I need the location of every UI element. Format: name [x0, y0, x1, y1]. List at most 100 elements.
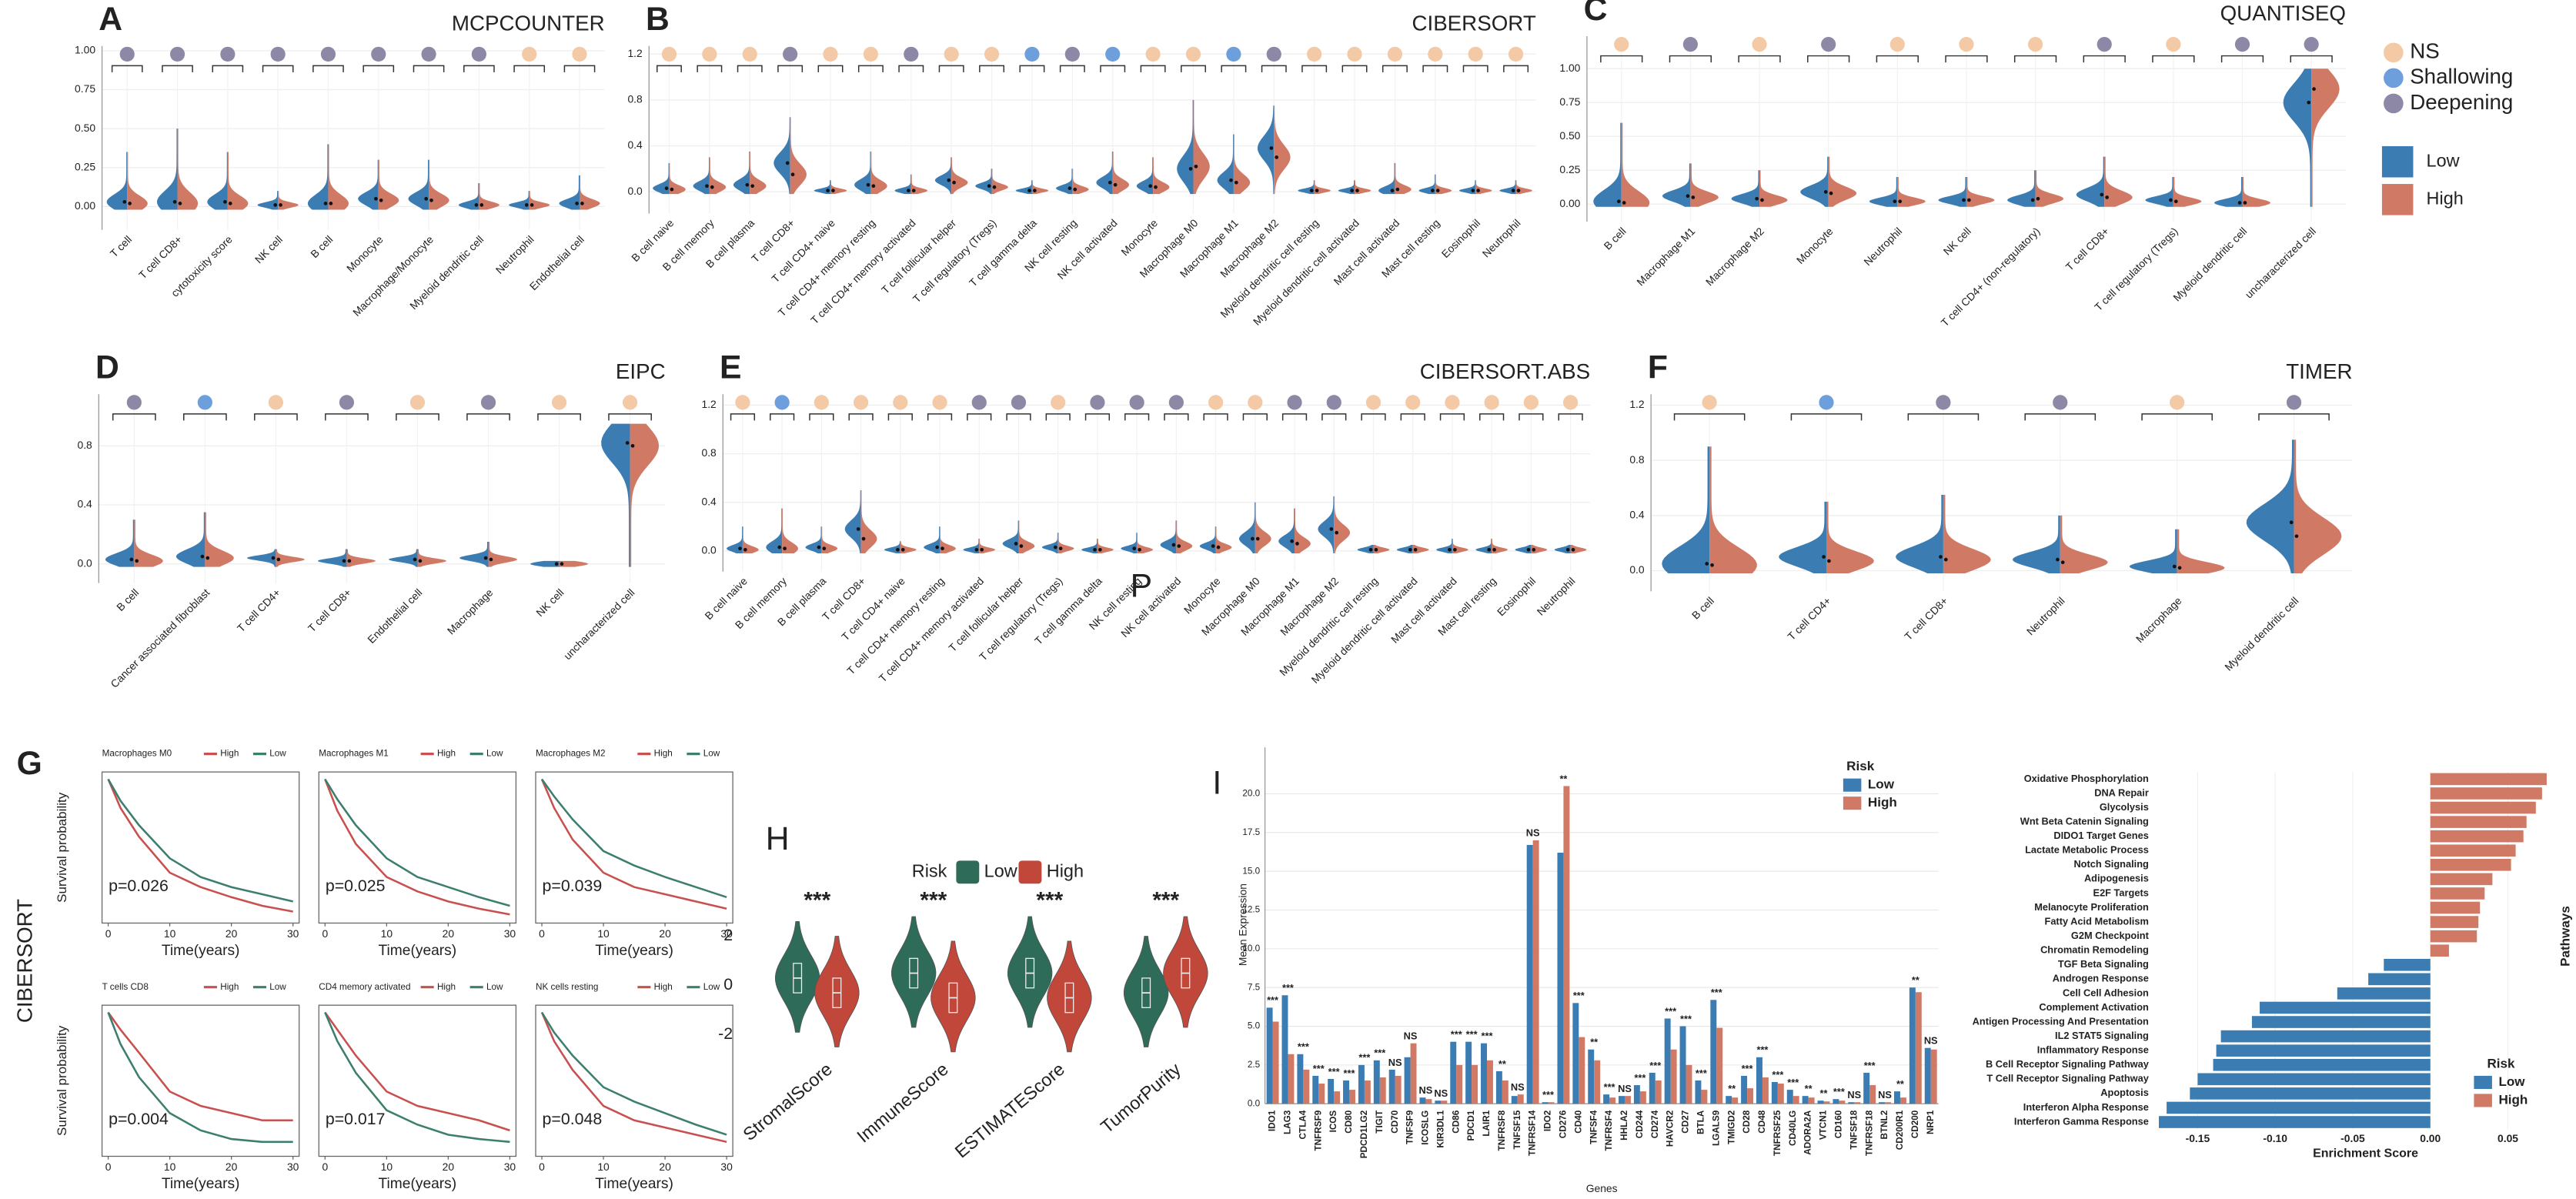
bar: [1379, 1077, 1386, 1104]
x-tick-label: 20: [226, 1161, 238, 1173]
plot-area: [535, 1004, 733, 1157]
x-tick-label: NK cell: [252, 233, 285, 266]
violin-half: [529, 191, 550, 210]
x-tick-label: Monocyte: [1118, 216, 1160, 258]
x-tick-label: CD40: [1573, 1110, 1583, 1133]
violin-half: [307, 144, 329, 210]
median-dot: [1315, 189, 1319, 192]
median-dot: [1374, 547, 1378, 552]
violin-half: [1709, 446, 1757, 574]
x-tick-label: CD70: [1390, 1110, 1400, 1133]
median-dot: [1368, 547, 1373, 552]
median-dot: [941, 546, 944, 551]
bar: [1266, 1007, 1273, 1104]
bar: [1679, 1026, 1686, 1104]
violin-half: [459, 541, 489, 567]
bracket: [111, 65, 143, 72]
status-dot: [1051, 395, 1066, 410]
bar: [1777, 1084, 1784, 1104]
violin-half: [790, 117, 807, 195]
bar: [2430, 887, 2485, 900]
violin-half: [991, 169, 1008, 195]
violin-half: [1621, 122, 1650, 207]
violin-half: [1800, 156, 1829, 207]
median-dot: [1073, 187, 1078, 192]
median-dot: [2294, 534, 2299, 539]
median-dot: [1390, 189, 1395, 192]
bracket: [1221, 65, 1247, 72]
significance: **: [1590, 1037, 1598, 1048]
legend-dot: [2384, 42, 2404, 63]
x-axis-label: Time(years): [379, 1176, 457, 1192]
x-tick-label: BTLA: [1696, 1110, 1706, 1134]
median-dot: [826, 189, 830, 192]
y-tick-label: 7.5: [1248, 982, 1261, 992]
violin-half: [2076, 156, 2105, 207]
bracket: [312, 65, 344, 72]
x-tick-label: TIGIT: [1375, 1110, 1385, 1134]
legend-label: High: [220, 982, 239, 992]
y-tick-label: Apoptosis: [2100, 1087, 2149, 1098]
violin-half: [766, 508, 783, 554]
x-tick-label: 30: [504, 1161, 516, 1173]
median-dot: [992, 185, 997, 189]
median-dot: [1251, 536, 1255, 541]
violin-half: [693, 157, 710, 195]
significance: ***: [1036, 888, 1063, 913]
legend-label: High: [437, 749, 456, 759]
bracket: [254, 413, 298, 421]
bar: [1833, 1099, 1839, 1104]
survival-curve: [324, 1012, 510, 1144]
x-tick-label: 30: [720, 1161, 733, 1173]
median-dot: [379, 198, 383, 202]
status-dot: [904, 46, 919, 62]
x-axis-label: Genes: [1586, 1182, 1618, 1194]
bracket: [2083, 55, 2126, 63]
significance: ***: [1665, 1005, 1676, 1017]
bar: [1633, 1085, 1640, 1104]
violin-half: [318, 549, 347, 567]
median-dot: [1827, 559, 1831, 563]
bracket: [1361, 413, 1386, 421]
significance: **: [1820, 1087, 1828, 1099]
significance: NS: [1618, 1083, 1632, 1094]
y-axis-label: Survival probability: [55, 1025, 69, 1136]
median-dot: [323, 202, 328, 205]
bar: [1726, 1096, 1732, 1104]
median-dot: [489, 557, 493, 562]
median-dot: [866, 182, 870, 187]
median-dot: [2237, 201, 2242, 205]
median-dot: [1188, 166, 1193, 171]
bar: [1441, 1100, 1448, 1104]
status-dot: [197, 395, 212, 410]
bar: [1588, 1049, 1595, 1104]
status-dot: [814, 395, 829, 410]
median-dot: [1033, 189, 1037, 192]
violin-half: [750, 151, 767, 195]
significance: ***: [1649, 1060, 1661, 1071]
status-dot: [783, 46, 798, 62]
y-tick-label: Interferon Alpha Response: [2023, 1101, 2149, 1113]
median-dot: [1686, 194, 1690, 199]
median-dot: [896, 547, 900, 552]
p-value: p=0.017: [326, 1110, 386, 1128]
y-tick-label: 1.2: [1629, 398, 1645, 410]
x-tick-label: 20: [659, 1161, 671, 1173]
median-dot: [1710, 563, 1714, 567]
bracket: [927, 413, 953, 421]
x-tick-label: T cell: [108, 233, 135, 260]
bar: [2430, 901, 2481, 914]
median-dot: [670, 187, 674, 192]
bracket: [1084, 413, 1111, 421]
bracket: [1519, 413, 1544, 421]
violin-half: [1896, 494, 1943, 574]
bracket: [2013, 55, 2057, 63]
median-dot: [1138, 547, 1141, 552]
x-tick-label: T cell CD8+: [1902, 594, 1950, 643]
bar: [1664, 1018, 1671, 1104]
bar: [1793, 1096, 1799, 1104]
survival-curve: [324, 778, 510, 916]
violin-half: [854, 151, 871, 195]
bar: [1848, 1102, 1855, 1104]
y-axis-label: Mean Expression: [1237, 883, 1249, 966]
